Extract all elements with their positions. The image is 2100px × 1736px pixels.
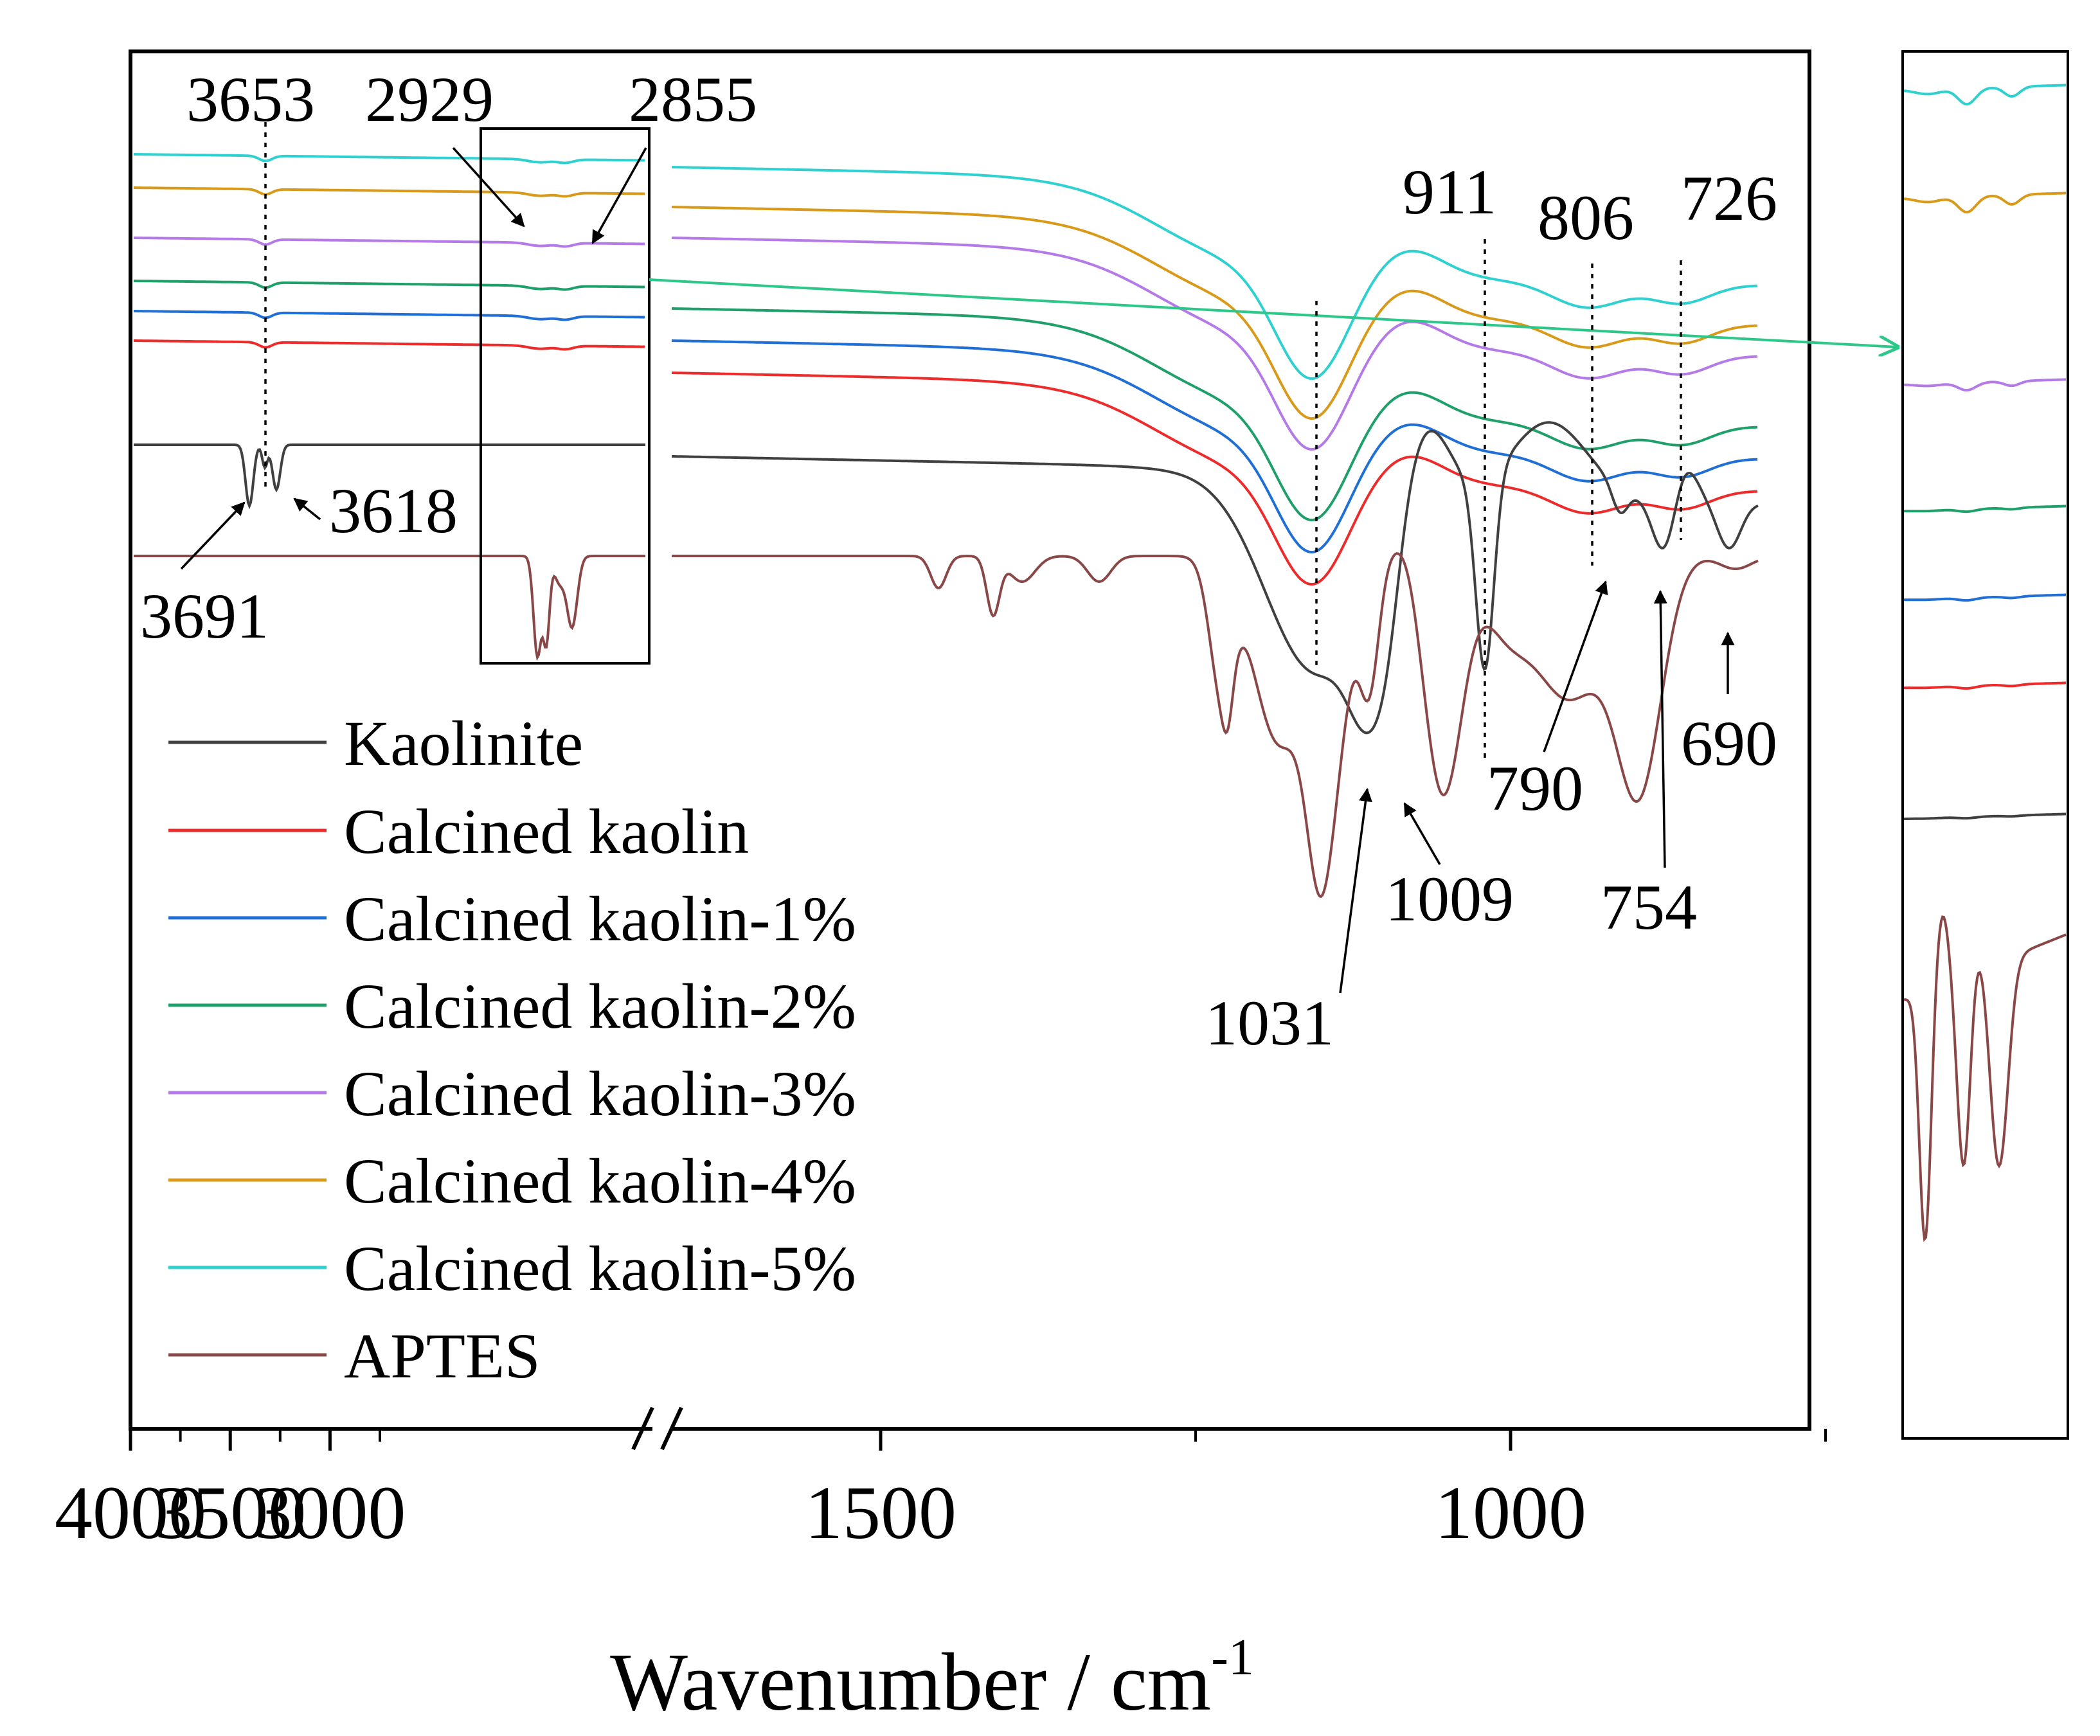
spectra-group [134,153,1759,899]
arrow-1009 [1403,802,1441,865]
inset-frame [1901,50,2069,1440]
peak-label-690: 690 [1681,708,1777,779]
peak-label-1009: 1009 [1385,863,1514,935]
legend-label-k3: Calcined kaolin-3% [344,1058,856,1129]
peak-label-911: 911 [1403,156,1496,228]
arrow-754 [1653,589,1667,868]
tick-label-4000: 4000 [55,1471,206,1555]
series-k2-high [134,280,645,291]
series-k1-high [134,310,645,321]
arrow-790 [1543,580,1608,753]
legend-label-calcined: Calcined kaolin [344,796,749,867]
series-kaolinite-high [134,443,645,510]
peak-label-2929: 2929 [365,64,494,135]
series-k3-high [134,237,645,248]
arrow-3691 [180,501,246,570]
legend-label-k5: Calcined kaolin-5% [344,1233,856,1304]
arrow-1031 [1339,787,1372,994]
peak-arrows [180,147,1735,994]
legend-label-k4: Calcined kaolin-4% [344,1145,856,1217]
series-k3-low [671,237,1758,451]
peak-labels: 3653 2929 2855 3618 3691 911 806 726 790… [140,64,1777,1059]
series-calcined-low [671,371,1758,586]
inset-series-kaolinite [1904,812,2067,821]
tick-label-3500: 3500 [154,1471,306,1555]
plot-frame [129,49,1811,1431]
series-kaolinite-low [672,421,1759,735]
inset-series-calcined [1904,681,2067,690]
legend-label-k1: Calcined kaolin-1% [344,883,856,954]
legend-label-aptes: APTES [344,1320,541,1391]
arrow-2929 [452,147,525,228]
peak-label-3618: 3618 [329,475,458,546]
tick-label-1000: 1000 [1435,1471,1586,1555]
peak-label-3691: 3691 [140,580,269,652]
peak-guides [264,122,1682,762]
zoom-link-arrow [649,278,1898,347]
series-k5-low [671,166,1758,380]
x-axis-title: Wavenumber / cm-1 [610,1629,1254,1728]
zoom-region-box [480,127,651,665]
series-calcined-high [134,339,645,351]
legend: Kaolinite Calcined kaolin Calcined kaoli… [168,708,856,1391]
series-k4-low [671,206,1758,420]
series-k4-high [134,186,645,198]
legend-label-kaolinite: Kaolinite [344,708,583,779]
legend-label-k2: Calcined kaolin-2% [344,971,856,1042]
series-k1-low [671,339,1758,554]
peak-label-790: 790 [1487,753,1583,824]
inset-series-k4 [1903,192,2067,214]
axis-break-mark-2 [660,1406,683,1451]
tick-label-1500: 1500 [805,1471,956,1555]
x-axis-title-text: Wavenumber / cm [610,1636,1211,1728]
tick-label-3000: 3000 [254,1471,406,1555]
inset-series-k3 [1903,378,2067,392]
x-axis-title-superscript: -1 [1211,1629,1254,1686]
series-k2-low [671,307,1758,522]
peak-label-726: 726 [1681,163,1777,234]
peak-label-806: 806 [1538,182,1634,253]
series-aptes-high [134,555,645,661]
inset-series-aptes [1903,915,2067,1242]
series-k5-high [134,153,645,165]
inset-series-k2 [1904,505,2067,514]
peak-label-3653: 3653 [186,64,315,135]
peak-label-2855: 2855 [629,64,757,135]
arrow-2855 [591,147,647,244]
peak-label-754: 754 [1601,872,1697,943]
inset-spectra [1903,84,2067,1242]
inset-series-k1 [1904,593,2067,602]
series-aptes-low [672,552,1759,899]
inset-series-k5 [1903,84,2067,106]
arrow-3618 [293,497,321,521]
peak-label-1031: 1031 [1205,987,1334,1059]
axis-break-mark-1 [631,1406,654,1451]
